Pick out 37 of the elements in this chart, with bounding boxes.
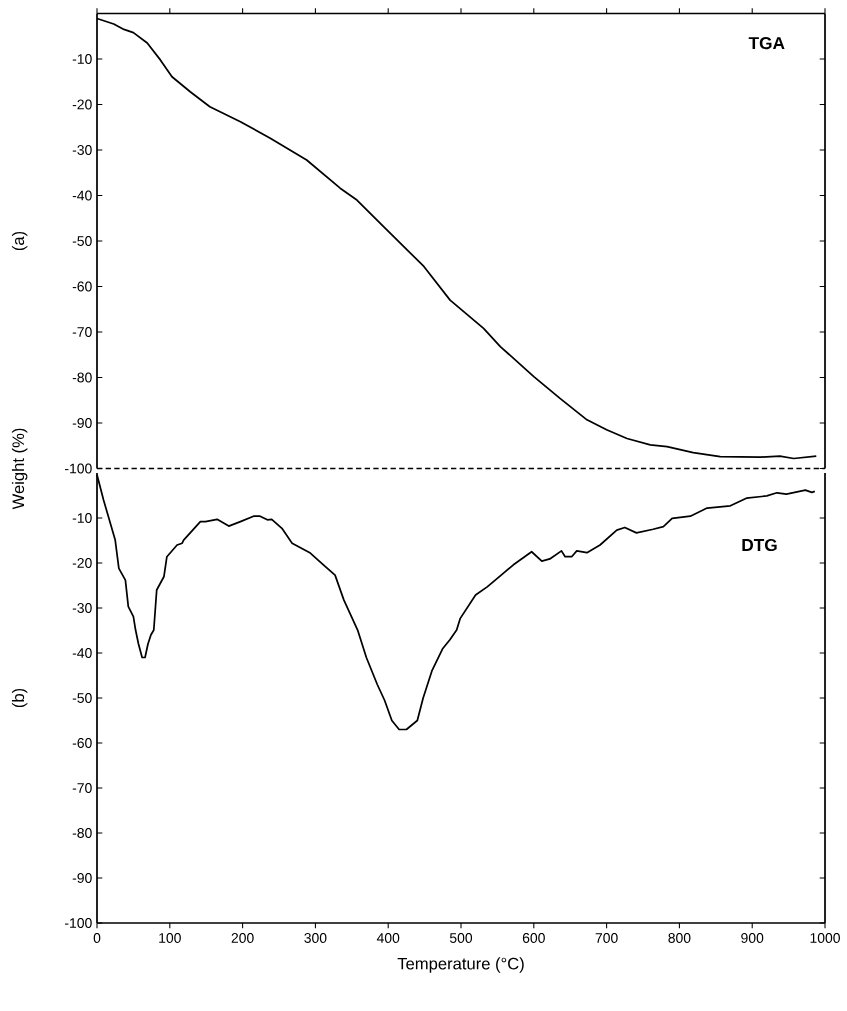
- y-tick-label: -10: [72, 513, 92, 523]
- y-tick-label: -80: [72, 828, 92, 838]
- y-tick-label: -80: [72, 372, 92, 383]
- y-tick-label: -100: [65, 918, 92, 928]
- x-tick-label: 1000: [810, 933, 840, 943]
- text: (a): [11, 231, 28, 251]
- x-tick-label: 800: [668, 933, 691, 943]
- x-tick-label: 0: [93, 933, 101, 943]
- x-tick-label: 900: [741, 933, 764, 943]
- y-tick-label: -30: [72, 145, 92, 155]
- y-tick-label: -70: [72, 327, 92, 337]
- y-tick-label: -40: [72, 190, 92, 201]
- y-tick-label: -40: [72, 648, 92, 658]
- x-tick-label: 100: [159, 933, 181, 943]
- x-tick-label: 500: [449, 933, 473, 943]
- y-tick-label: -70: [72, 783, 92, 793]
- y-tick-label: -30: [72, 603, 92, 613]
- y-tick-label: -20: [72, 558, 92, 568]
- x-tick-label: 300: [304, 933, 327, 943]
- y-tick-label: -60: [72, 738, 92, 748]
- x-axis-title: Temperature (°C): [397, 957, 524, 973]
- annotation: TGA: [748, 36, 785, 50]
- x-tick-label: 400: [376, 933, 400, 943]
- x-tick-label: 200: [231, 933, 254, 943]
- y-tick-label: -100: [65, 463, 92, 474]
- y-axis-title: Weight (%): [11, 428, 28, 510]
- x-tick-label: 600: [522, 933, 545, 943]
- y-tick-label: -50: [72, 693, 92, 703]
- y-tick-label: -90: [72, 873, 92, 883]
- y-tick-label: -20: [72, 99, 92, 110]
- annotation: DTG: [742, 538, 777, 552]
- y-tick-label: -60: [72, 281, 92, 292]
- text: (b): [11, 688, 28, 708]
- x-tick-label: 700: [595, 933, 618, 943]
- y-tick-label: -90: [72, 418, 92, 428]
- y-tick-label: -10: [72, 54, 92, 64]
- y-tick-label: -50: [72, 236, 92, 246]
